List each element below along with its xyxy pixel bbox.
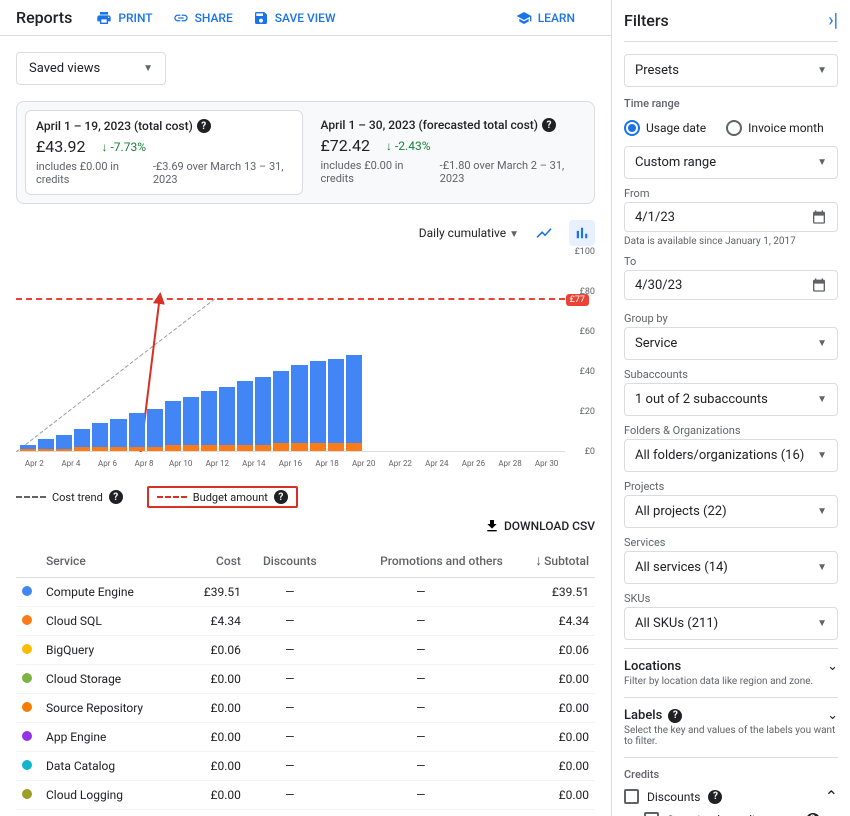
table-row[interactable]: Cloud SQL£4.34— —£4.34 bbox=[16, 607, 595, 636]
help-icon[interactable]: ? bbox=[197, 119, 211, 133]
calendar-icon bbox=[811, 277, 827, 293]
chevron-up-icon: ⌃ bbox=[825, 787, 838, 806]
col-cost[interactable]: Cost bbox=[183, 544, 247, 578]
share-button[interactable]: SHARE bbox=[173, 10, 233, 26]
help-icon[interactable]: ? bbox=[542, 118, 556, 132]
page-title: Reports bbox=[16, 8, 72, 27]
learn-icon bbox=[516, 10, 532, 26]
presets-select[interactable]: Presets▼ bbox=[624, 54, 838, 87]
budget-tag: £77 bbox=[566, 294, 589, 306]
help-icon[interactable]: ? bbox=[109, 490, 123, 504]
table-row[interactable]: Data Catalog£0.00— —£0.00 bbox=[16, 752, 595, 781]
download-csv-button[interactable]: DOWNLOAD CSV bbox=[16, 518, 595, 534]
help-icon: ? bbox=[668, 709, 682, 723]
line-chart-icon bbox=[535, 224, 553, 242]
table-row[interactable]: Compute Engine£39.51— —£39.51 bbox=[16, 578, 595, 607]
to-date-input[interactable]: 4/30/23 bbox=[624, 270, 838, 300]
summary-card[interactable]: April 1 – 19, 2023 (total cost)? £43.92↓… bbox=[25, 110, 303, 195]
locations-filter[interactable]: Locations⌄ bbox=[624, 659, 838, 674]
cost-table: Service Cost Discounts Promotions and ot… bbox=[16, 544, 595, 810]
help-icon: ? bbox=[708, 790, 722, 804]
projects-select[interactable]: All projects (22)▼ bbox=[624, 495, 838, 528]
print-button[interactable]: PRINT bbox=[96, 10, 152, 26]
bar-chart-icon bbox=[573, 224, 591, 242]
radio-invoice-month[interactable]: Invoice month bbox=[726, 120, 824, 136]
radio-usage-date[interactable]: Usage date bbox=[624, 120, 706, 136]
header: Reports PRINT SHARE SAVE VIEW LEARN bbox=[0, 0, 611, 36]
help-icon: ? bbox=[806, 813, 820, 816]
folders-select[interactable]: All folders/organizations (16)▼ bbox=[624, 439, 838, 472]
summary-cards: April 1 – 19, 2023 (total cost)? £43.92↓… bbox=[16, 101, 595, 204]
chart-legend: Cost trend? Budget amount? bbox=[16, 486, 595, 508]
subaccounts-select[interactable]: 1 out of 2 subaccounts▼ bbox=[624, 383, 838, 416]
download-icon bbox=[484, 518, 500, 534]
print-icon bbox=[96, 10, 112, 26]
col-service[interactable]: Service bbox=[40, 544, 183, 578]
chevron-down-icon: ▼ bbox=[143, 63, 153, 74]
table-row[interactable]: Cloud Storage£0.00— —£0.00 bbox=[16, 665, 595, 694]
discounts-checkbox[interactable]: Discounts ? ⌃ bbox=[624, 787, 838, 806]
table-row[interactable]: Cloud Logging£0.00— —£0.00 bbox=[16, 781, 595, 810]
help-icon[interactable]: ? bbox=[274, 490, 288, 504]
collapse-panel-button[interactable]: ›| bbox=[828, 10, 838, 31]
calendar-icon bbox=[811, 209, 827, 225]
table-row[interactable]: BigQuery£0.06— —£0.06 bbox=[16, 636, 595, 665]
col-promo[interactable]: Promotions and others bbox=[333, 544, 509, 578]
saved-views-select[interactable]: Saved views ▼ bbox=[16, 52, 166, 85]
group-by-select[interactable]: Service▼ bbox=[624, 327, 838, 360]
sort-desc-icon: ↓ bbox=[535, 553, 542, 569]
col-subtotal[interactable]: ↓Subtotal bbox=[509, 544, 595, 578]
skus-select[interactable]: All SKUs (211)▼ bbox=[624, 607, 838, 640]
summary-card[interactable]: April 1 – 30, 2023 (forecasted total cos… bbox=[311, 110, 587, 195]
services-select[interactable]: All services (14)▼ bbox=[624, 551, 838, 584]
highlighted-legend: Budget amount? bbox=[147, 486, 298, 508]
from-date-input[interactable]: 4/1/23 bbox=[624, 202, 838, 232]
link-icon bbox=[173, 10, 189, 26]
filters-title: Filters bbox=[624, 11, 669, 30]
line-chart-toggle[interactable] bbox=[531, 220, 557, 246]
col-discounts[interactable]: Discounts bbox=[247, 544, 333, 578]
labels-filter[interactable]: Labels?⌄ bbox=[624, 708, 838, 723]
chart-mode-select[interactable]: Daily cumulative ▼ bbox=[419, 226, 519, 240]
save-view-button[interactable]: SAVE VIEW bbox=[253, 10, 336, 26]
sustained-checkbox[interactable]: Sustained use discounts? bbox=[644, 812, 838, 816]
section-time-range: Time range bbox=[624, 97, 838, 110]
chart: £100£80£60£40£20£0 £77 Apr 2Apr 4Apr 6Ap… bbox=[16, 252, 595, 482]
learn-button[interactable]: LEARN bbox=[516, 10, 575, 26]
save-icon bbox=[253, 10, 269, 26]
filters-panel: Filters ›| Presets▼ Time range Usage dat… bbox=[612, 0, 850, 816]
bar-chart-toggle[interactable] bbox=[569, 220, 595, 246]
table-row[interactable]: Source Repository£0.00— —£0.00 bbox=[16, 694, 595, 723]
table-row[interactable]: App Engine£0.00— —£0.00 bbox=[16, 723, 595, 752]
date-range-select[interactable]: Custom range▼ bbox=[624, 146, 838, 179]
